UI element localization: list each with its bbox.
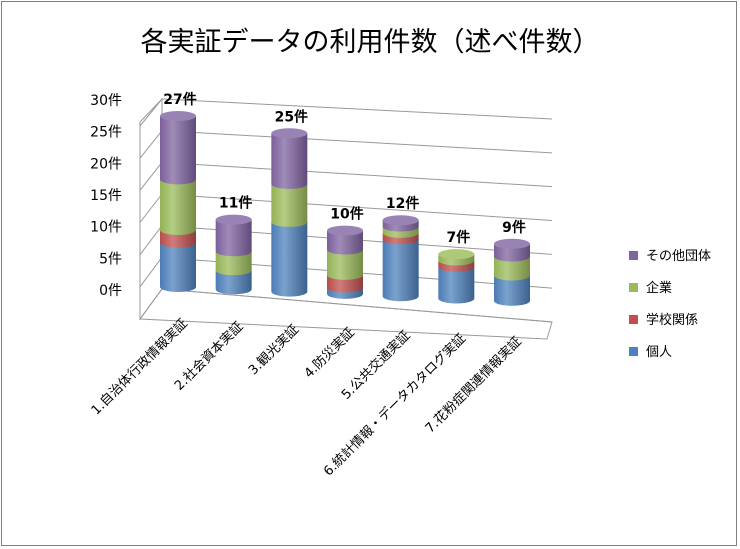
side-gridline	[139, 288, 163, 320]
legend-swatch	[629, 283, 638, 292]
total-labels: 27件 11件 25件 10件 12件 7件 9件	[163, 91, 526, 246]
bar-segment	[327, 249, 363, 280]
total-label: 27件	[163, 91, 196, 108]
bar-segment	[494, 256, 530, 281]
total-label: 10件	[330, 206, 363, 223]
side-gridline	[139, 162, 163, 191]
legend-label: 個人	[646, 345, 672, 360]
side-gridline	[139, 225, 163, 255]
legend-label: 学校関係	[646, 312, 698, 328]
gridline	[161, 98, 553, 120]
bar-segment	[160, 242, 196, 292]
gridline	[161, 193, 553, 221]
bar-segment	[438, 249, 475, 266]
bar-segment	[160, 179, 196, 235]
y-axis-ticks: 0件 5件 10件 15件 20件 25件 30件	[90, 93, 122, 299]
legend-swatch	[629, 315, 638, 324]
total-label: 9件	[502, 219, 526, 236]
total-label: 25件	[275, 108, 308, 125]
bar-segment	[271, 221, 308, 297]
y-tick-label: 30件	[90, 93, 122, 109]
gridline	[161, 161, 553, 188]
y-tick-label: 5件	[99, 251, 122, 267]
category-label: 4.防災実証	[301, 325, 358, 382]
category-label: 3.観光実証	[245, 322, 302, 379]
y-tick-label: 10件	[90, 220, 122, 236]
total-label: 7件	[446, 229, 470, 246]
side-gridline	[139, 193, 163, 223]
gridline	[161, 130, 553, 154]
legend-label: その他団体	[646, 249, 711, 264]
bar-segment	[215, 251, 252, 276]
bar-segment	[215, 214, 252, 257]
legend-swatch	[629, 251, 638, 260]
total-label: 11件	[219, 195, 252, 212]
bar-segment	[382, 215, 419, 232]
total-label: 12件	[386, 195, 419, 212]
legend-swatch	[629, 347, 638, 356]
bar-segment	[494, 275, 530, 306]
bar-segment	[160, 230, 196, 248]
bar-segment	[494, 238, 530, 262]
bar-segment	[382, 239, 419, 302]
y-tick-label: 15件	[90, 188, 122, 204]
bar-segment	[271, 128, 308, 189]
category-label: 7.花粉症関連情報実証	[422, 334, 525, 437]
side-gridline	[139, 257, 163, 288]
bar-segment	[327, 274, 363, 293]
gridline	[161, 288, 553, 323]
bar-segment	[160, 111, 196, 185]
y-tick-label: 0件	[99, 283, 122, 299]
category-label: 1.自治体行政情報実証	[88, 316, 191, 419]
bar-segment	[215, 270, 252, 295]
bars	[160, 111, 530, 306]
legend-label: 企業	[646, 280, 672, 296]
y-tick-label: 20件	[90, 156, 122, 172]
bar-segment	[327, 225, 363, 255]
chart-title: 各実証データの利用件数（述べ件数）	[141, 27, 600, 58]
y-tick-label: 25件	[90, 125, 122, 141]
side-gridline	[139, 130, 163, 159]
side-gridline	[139, 98, 163, 127]
bar-segment	[438, 266, 475, 304]
bar-segment	[271, 183, 308, 227]
